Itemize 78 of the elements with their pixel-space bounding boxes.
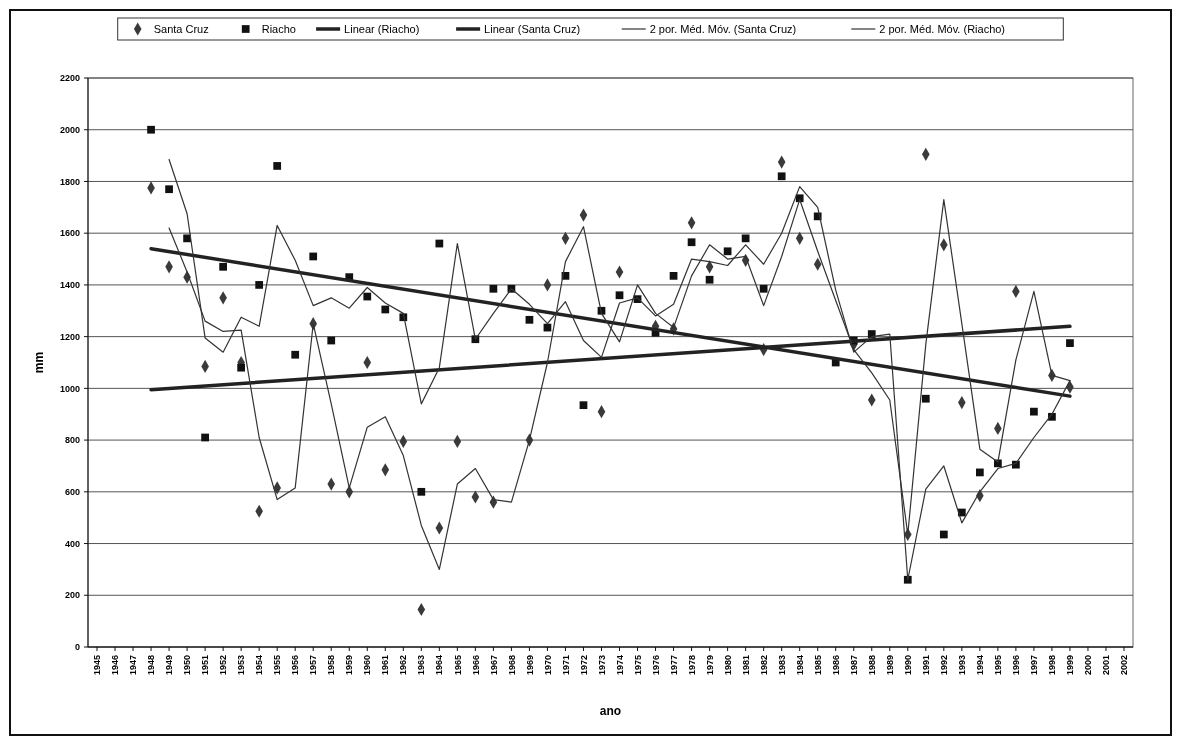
x-axis-title: ano bbox=[599, 704, 622, 718]
x-tick-label: 1974 bbox=[614, 655, 625, 676]
legend-label: Linear (Santa Cruz) bbox=[484, 22, 581, 35]
legend-label: Linear (Riacho) bbox=[344, 22, 420, 35]
x-tick-label: 1992 bbox=[938, 655, 949, 676]
x-tick-label: 2001 bbox=[1101, 655, 1112, 676]
y-tick-label: 1800 bbox=[59, 176, 80, 187]
legend-label: Santa Cruz bbox=[153, 22, 209, 35]
x-tick-label: 1951 bbox=[200, 655, 211, 676]
x-tick-label: 1994 bbox=[975, 655, 985, 676]
y-tick-label: 400 bbox=[64, 538, 80, 549]
x-tick-label: 1983 bbox=[776, 655, 787, 676]
x-tick-label: 1989 bbox=[884, 655, 895, 676]
x-tick-label: 1986 bbox=[830, 655, 841, 676]
x-tick-label: 1958 bbox=[326, 655, 337, 676]
x-tick-label: 1987 bbox=[848, 655, 859, 676]
x-tick-label: 1954 bbox=[254, 655, 265, 676]
x-tick-label: 1959 bbox=[344, 655, 355, 676]
x-tick-label: 1961 bbox=[380, 655, 391, 676]
x-tick-label: 1978 bbox=[686, 655, 697, 676]
x-tick-label: 1990 bbox=[902, 655, 913, 676]
y-tick-label: 2000 bbox=[59, 124, 80, 135]
x-tick-label: 1985 bbox=[812, 655, 823, 676]
x-tick-label: 1953 bbox=[236, 655, 247, 676]
x-tick-label: 1976 bbox=[650, 655, 661, 676]
x-tick-label: 1984 bbox=[794, 655, 805, 676]
x-tick-label: 1964 bbox=[434, 655, 445, 676]
x-tick-label: 1947 bbox=[128, 655, 139, 676]
x-tick-label: 1970 bbox=[542, 655, 553, 676]
x-tick-label: 1996 bbox=[1011, 655, 1022, 676]
y-tick-label: 800 bbox=[64, 435, 80, 446]
x-tick-label: 1981 bbox=[740, 655, 751, 676]
x-tick-label: 1957 bbox=[308, 655, 319, 676]
x-tick-label: 1971 bbox=[560, 655, 571, 676]
x-tick-label: 1952 bbox=[218, 655, 229, 676]
x-tick-label: 1955 bbox=[272, 655, 283, 676]
x-tick-label: 1969 bbox=[524, 655, 535, 676]
y-tick-label: 1200 bbox=[59, 331, 80, 342]
x-tick-label: 1999 bbox=[1065, 655, 1076, 676]
y-tick-label: 1600 bbox=[59, 228, 80, 239]
x-tick-label: 1963 bbox=[416, 655, 427, 676]
y-tick-label: 200 bbox=[64, 590, 80, 601]
x-tick-label: 1967 bbox=[488, 655, 499, 676]
x-tick-label: 1945 bbox=[92, 655, 103, 676]
x-tick-label: 1946 bbox=[110, 655, 121, 676]
legend-label: 2 por. Méd. Móv. (Riacho) bbox=[879, 22, 1006, 35]
legend-label: Riacho bbox=[261, 22, 296, 35]
x-tick-label: 1962 bbox=[398, 655, 409, 676]
x-tick-label: 1950 bbox=[182, 655, 193, 676]
x-tick-label: 1980 bbox=[722, 655, 733, 676]
y-tick-label: 1400 bbox=[59, 280, 80, 291]
x-tick-label: 1960 bbox=[362, 655, 373, 676]
x-tick-label: 2002 bbox=[1119, 655, 1130, 676]
x-tick-label: 1977 bbox=[668, 655, 679, 676]
x-tick-label: 1956 bbox=[290, 655, 301, 676]
x-tick-label: 1948 bbox=[146, 655, 157, 676]
x-tick-label: 1979 bbox=[704, 655, 715, 676]
x-tick-label: 1988 bbox=[866, 655, 877, 676]
y-tick-label: 600 bbox=[64, 486, 80, 497]
x-tick-label: 1966 bbox=[470, 655, 481, 676]
y-axis-title: mm bbox=[32, 351, 46, 374]
x-tick-label: 1998 bbox=[1047, 655, 1058, 676]
legend-label: 2 por. Méd. Móv. (Santa Cruz) bbox=[649, 22, 797, 35]
x-tick-label: 1993 bbox=[956, 655, 967, 676]
x-tick-label: 1949 bbox=[164, 655, 175, 676]
x-tick-label: 1997 bbox=[1029, 655, 1040, 676]
x-tick-label: 2000 bbox=[1083, 655, 1094, 676]
x-tick-label: 1995 bbox=[993, 655, 1004, 676]
x-tick-label: 1982 bbox=[758, 655, 769, 676]
x-tick-label: 1991 bbox=[920, 655, 931, 676]
x-tick-label: 1973 bbox=[596, 655, 607, 676]
x-tick-label: 1968 bbox=[506, 655, 517, 676]
y-tick-label: 0 bbox=[74, 642, 80, 653]
x-tick-label: 1975 bbox=[632, 655, 643, 676]
y-tick-label: 1000 bbox=[59, 383, 80, 394]
y-tick-label: 2200 bbox=[59, 73, 80, 84]
x-tick-label: 1965 bbox=[452, 655, 463, 676]
x-tick-label: 1972 bbox=[578, 655, 589, 676]
